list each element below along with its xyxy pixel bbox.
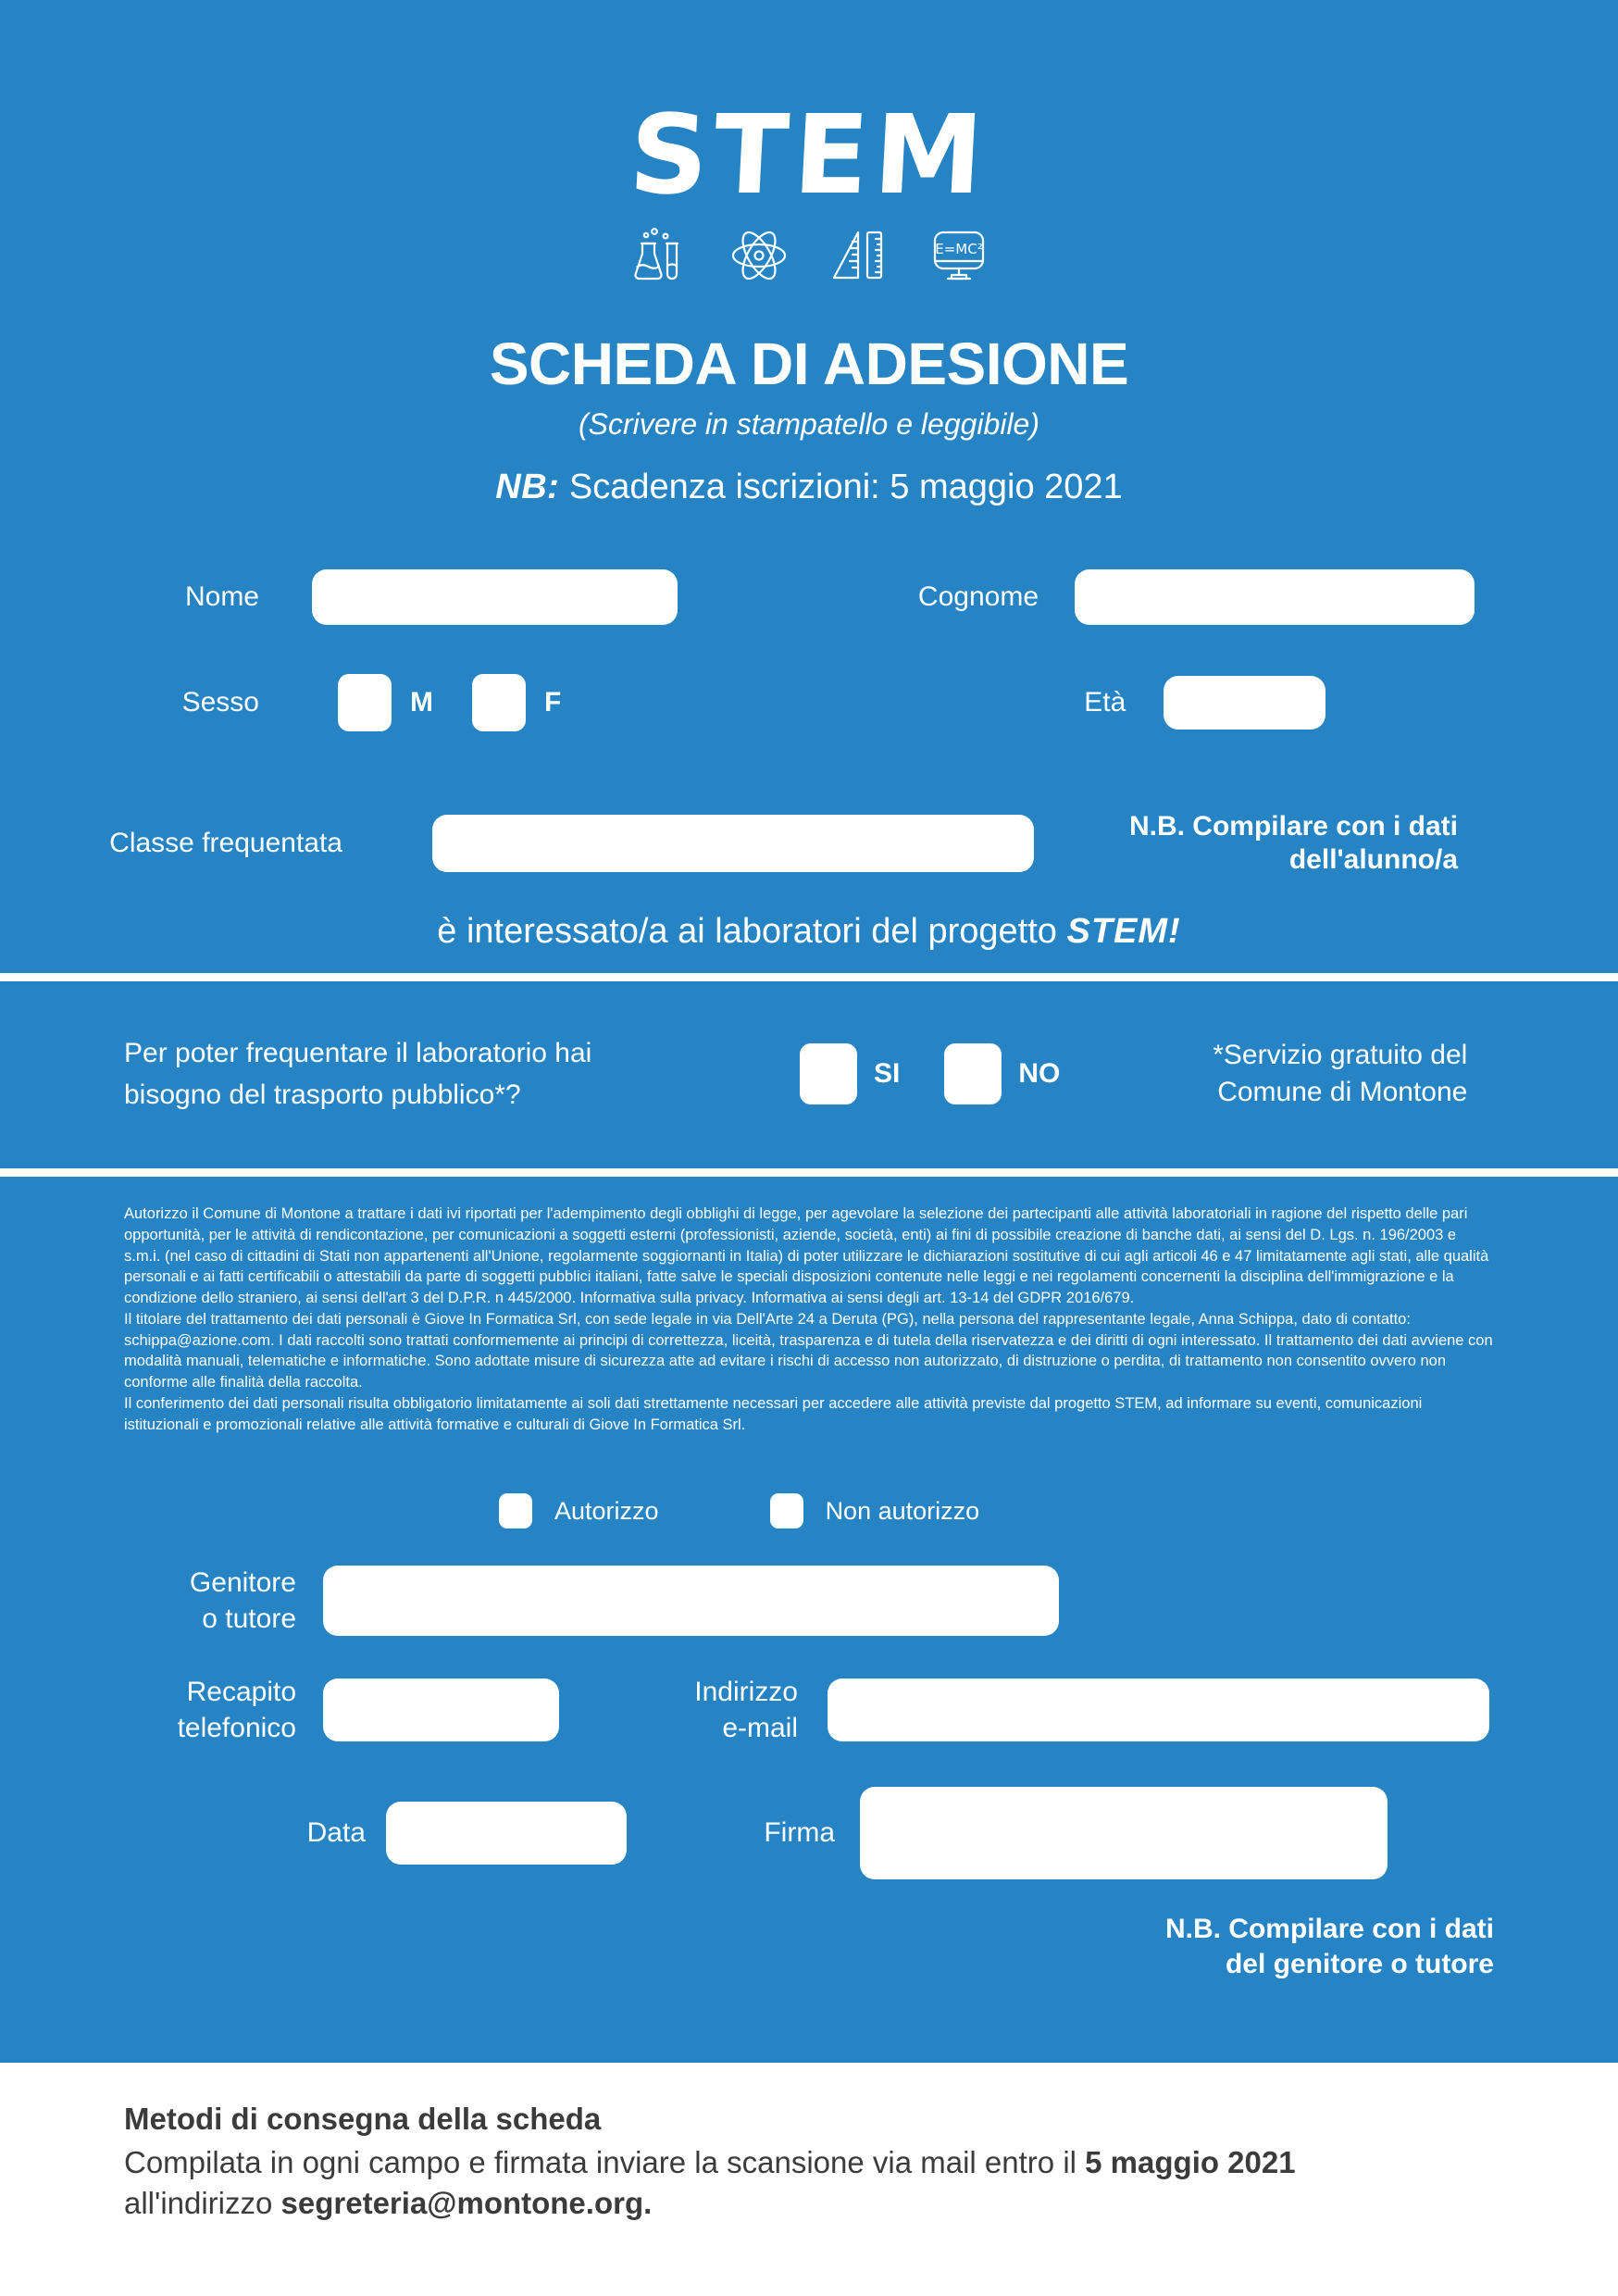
section-divider-bottom [0,1168,1618,1177]
flask-test-tube-icon [630,227,688,284]
cognome-input[interactable] [1075,569,1475,625]
recapito-label: Recapito telefonico [177,1677,296,1743]
deadline-notice: NB: Scadenza iscrizioni: 5 maggio 2021 [0,468,1618,507]
classe-label: Classe frequentata [109,827,342,858]
row-data-firma: Data Firma [0,1787,1618,1879]
trasporto-note: *Servizio gratuito del Comune di Montone [1213,1039,1468,1108]
deadline-nb-label: NB: [495,468,560,506]
privacy-paragraph-3: Il conferimento dei dati personali risul… [124,1394,1423,1433]
nome-label: Nome [184,580,259,612]
genitore-label: Genitore o tutore [189,1567,296,1634]
non-autorizzo-label: Non autorizzo [825,1496,980,1525]
data-input[interactable] [386,1802,627,1865]
autorizzo-label: Autorizzo [554,1496,659,1525]
privacy-notice: Autorizzo il Comune di Montone a trattar… [124,1204,1494,1435]
ruler-set-square-icon [830,227,888,284]
interest-text: è interessato/a ai laboratori del proget… [437,912,1067,951]
classe-input[interactable] [432,815,1034,872]
footer-line-1-text: Compilata in ogni campo e firmata inviar… [124,2145,1086,2179]
sesso-m-label: M [410,687,433,718]
recapito-input[interactable] [323,1678,559,1741]
footer-line-1: Compilata in ogni campo e firmata inviar… [124,2142,1494,2183]
atom-icon [730,227,788,284]
cognome-label: Cognome [917,580,1039,612]
data-label: Data [306,1816,366,1848]
stem-logo: STEM [626,91,992,218]
firma-label: Firma [764,1816,835,1848]
section-divider-top [0,973,1618,981]
privacy-paragraph-2: Il titolare del trattamento dei dati per… [124,1310,1493,1391]
eta-label: Età [1084,686,1126,718]
eta-input[interactable] [1164,676,1326,730]
footer-line-2: all'indirizzo segreteria@montone.org. [124,2183,1494,2224]
firma-input[interactable] [860,1787,1388,1879]
footer: Metodi di consegna della scheda Compilat… [0,2063,1618,2296]
page-title: SCHEDA DI ADESIONE [489,331,1129,397]
genitore-input[interactable] [323,1566,1059,1636]
trasporto-no-checkbox[interactable] [944,1043,1002,1104]
privacy-paragraph-1: Autorizzo il Comune di Montone a trattar… [124,1205,1489,1307]
row-nome-cognome: Nome Cognome [0,569,1618,625]
footer-email[interactable]: segreteria@montone.org. [280,2185,653,2220]
page-subtitle: (Scrivere in stampatello e leggibile) [579,407,1039,441]
email-input[interactable] [828,1678,1489,1741]
row-sesso-eta: Sesso M F Età [0,674,1618,731]
deadline-text: Scadenza iscrizioni: 5 maggio 2021 [559,468,1123,506]
blue-background [0,0,1618,2063]
row-contatti: Recapito telefonico Indirizzo e-mail [0,1674,1618,1746]
trasporto-si-label: SI [874,1058,901,1089]
footer-title: Metodi di consegna della scheda [124,2102,602,2136]
sesso-m-checkbox[interactable] [338,674,392,731]
footer-line-2-text: all'indirizzo [124,2185,281,2220]
nome-input[interactable] [312,569,678,625]
email-label: Indirizzo e-mail [694,1677,798,1743]
nb-genitore-note: N.B. Compilare con i dati del genitore o… [1164,1914,1494,1979]
trasporto-question: Per poter frequentare il laboratorio hai… [124,1038,592,1110]
interest-stem-word: STEM! [1066,912,1181,951]
sesso-label: Sesso [181,686,259,718]
interest-statement: è interessato/a ai laboratori del proget… [0,912,1618,952]
svg-text:E=MC²: E=MC² [935,241,982,257]
row-genitore: Genitore o tutore [0,1565,1618,1637]
trasporto-no-label: NO [1018,1058,1061,1089]
monitor-emc2-icon: E=MC² [930,227,988,284]
footer-deadline-date: 5 maggio 2021 [1085,2145,1296,2179]
row-trasporto: Per poter frequentare il laboratorio hai… [0,1032,1618,1116]
row-authorization: Autorizzo Non autorizzo [0,1493,1618,1529]
autorizzo-checkbox[interactable] [499,1493,532,1529]
stem-icon-row: E=MC² [0,227,1618,284]
sesso-f-checkbox[interactable] [472,674,526,731]
non-autorizzo-checkbox[interactable] [769,1493,803,1529]
row-classe: Classe frequentata N.B. Compilare con i … [0,810,1618,877]
trasporto-si-checkbox[interactable] [800,1043,857,1104]
nb-alunno-note: N.B. Compilare con i dati dell'alunno/a [1128,811,1458,875]
sesso-f-label: F [544,687,562,718]
